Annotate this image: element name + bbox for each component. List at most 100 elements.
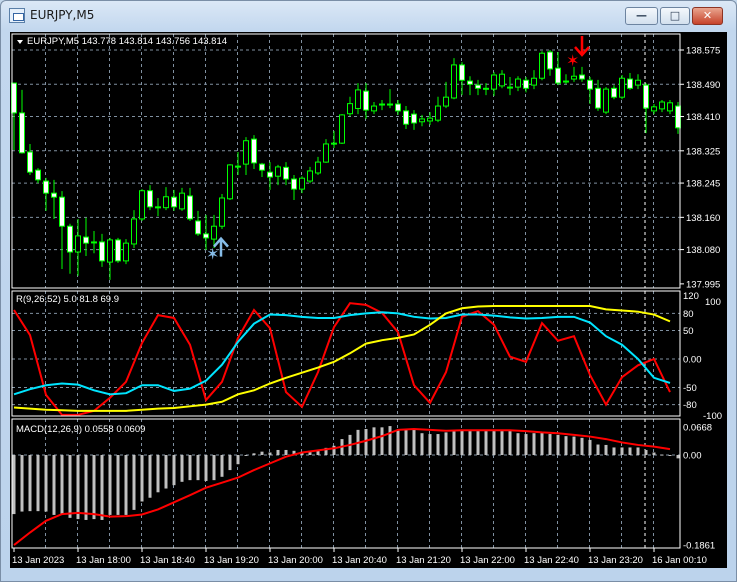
candle-body [627,78,633,89]
macd-histogram-bar [460,429,464,455]
candle [403,106,409,130]
macd-histogram-bar [404,429,408,455]
price-axis-label: 138.490 [686,80,720,91]
collapse-triangle-icon[interactable] [17,40,23,44]
time-axis-label: 13 Jan 20:40 [332,555,387,566]
candle [315,156,321,175]
time-axis-label: 13 Jan 18:40 [140,555,195,566]
buy-arrow-icon [213,236,229,257]
candle-body [315,161,321,174]
macd-histogram-bar [428,434,432,455]
time-axis-label: 13 Jan 22:40 [524,555,579,566]
candle-body [579,74,585,80]
candle-body [43,180,49,194]
candle [163,187,169,211]
candle [579,66,585,82]
candle [51,179,57,219]
price-axis-label: 138.325 [686,146,720,157]
price-axis-label: 138.575 [686,46,720,57]
candle [387,89,393,109]
candle-body [443,96,449,107]
chart-window-icon [9,8,25,23]
macd-histogram-bar [572,436,576,455]
oscillator-slow-line [13,304,671,412]
macd-histogram-bar [556,434,560,455]
candle [635,74,641,90]
candle [75,218,81,276]
candle [59,191,65,269]
macd-histogram-bar [132,455,136,510]
macd-histogram-bar [508,431,512,455]
maximize-button[interactable]: □ [660,7,690,25]
candle-body [363,90,369,111]
candle [219,193,225,230]
title-bar[interactable]: EURJPY,M5 — □ ✕ [0,0,737,30]
macd-histogram-bar [548,434,552,455]
price-panel-title: EURJPY,M5 143.778 143.814 143.756 143.81… [27,36,227,47]
candle [203,214,209,250]
minimize-button[interactable]: — [625,7,658,25]
candle [667,100,673,115]
candle-body [267,171,273,178]
candle [131,210,137,248]
candle-body [323,143,329,163]
macd-histogram-bar [492,431,496,455]
candle [499,70,505,89]
candle [507,77,513,96]
candle [291,175,297,200]
macd-histogram-bar [188,455,192,481]
candle [619,75,625,100]
time-axis-label: 13 Jan 21:20 [396,555,451,566]
candle [355,83,361,115]
candle [547,50,553,76]
candle-body [131,218,137,245]
candle-body [243,140,249,165]
oscillator-axis-label: -100 [703,411,722,422]
candle-body [555,67,561,84]
macd-histogram-bar [444,432,448,455]
candle [179,187,185,211]
macd-histogram-bar [372,427,376,455]
price-axis-label: 138.410 [686,112,720,123]
macd-histogram-bar [276,449,280,455]
macd-histogram-bar [676,455,680,459]
macd-histogram-bar [172,455,176,486]
macd-histogram-bar [564,436,568,455]
candle-body [387,103,393,106]
candle-body [219,197,225,227]
candle [515,76,521,92]
candle-body [427,117,433,122]
close-button[interactable]: ✕ [692,7,723,25]
candle-body [435,105,441,121]
candle-body [467,80,473,85]
candle [299,176,305,194]
candle [531,70,537,90]
macd-histogram-bar [652,452,656,455]
macd-histogram-bar [28,455,32,512]
candle-body [307,170,313,182]
macd-histogram-bar [196,455,200,481]
macd-histogram-bar [612,447,616,455]
oscillator-axis-label: 0.00 [683,355,702,366]
candle [595,79,601,111]
candle-body [35,169,41,181]
candle [651,104,657,115]
candle [643,83,649,134]
macd-histogram-bar [268,452,272,455]
macd-histogram-bar [396,429,400,455]
candle [235,152,241,175]
candle [107,237,113,280]
macd-histogram-bar [524,434,528,455]
macd-histogram-bar [532,433,536,455]
macd-histogram-bar [284,449,288,455]
macd-histogram-bar [644,449,648,455]
candle [243,137,249,175]
candle [43,177,49,211]
candle [571,66,577,82]
candle-body [483,87,489,90]
candle-body [659,101,665,110]
macd-histogram-bar [308,450,312,455]
time-axis-label: 13 Jan 19:20 [204,555,259,566]
oscillator-panel-title: R(9,26,52) 5.0 81.8 69.9 [16,294,119,305]
